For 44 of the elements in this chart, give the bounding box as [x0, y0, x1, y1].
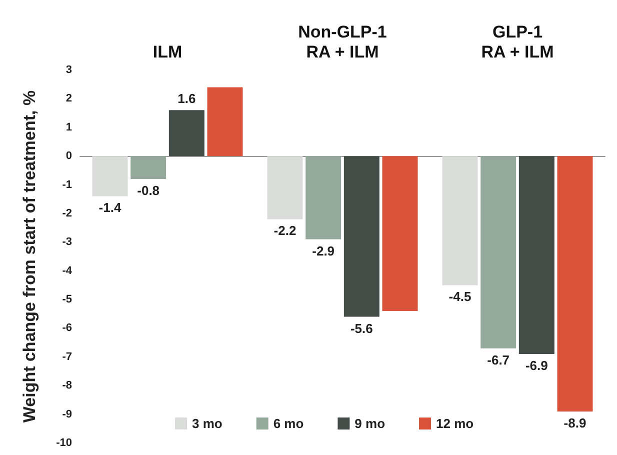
bar — [518, 156, 554, 354]
y-tick-label: -4 — [62, 264, 73, 277]
bar — [382, 156, 418, 312]
bar — [442, 156, 478, 286]
x-tick-label: Non-GLP-1 RA + ILM — [298, 22, 387, 62]
data-label: -2.9 — [312, 243, 335, 258]
y-tick-label: -7 — [62, 350, 72, 363]
y-tick-label: -2 — [62, 207, 72, 220]
bar — [306, 156, 342, 240]
legend-label: 6 mo — [273, 416, 304, 431]
data-label: -5.6 — [350, 320, 373, 336]
bar — [480, 156, 516, 348]
legend-label: 3 mo — [192, 416, 222, 431]
bar — [130, 156, 166, 180]
data-label: -2.2 — [274, 223, 296, 238]
y-tick-label: -9 — [62, 408, 72, 420]
data-label: -0.8 — [137, 183, 160, 198]
bar — [267, 156, 303, 220]
bar — [168, 110, 204, 156]
data-label: 1.6 — [178, 91, 196, 106]
legend-label: 12 mo — [436, 416, 474, 431]
data-label: -4.5 — [448, 289, 472, 304]
bar — [207, 87, 243, 156]
y-tick-label: 2 — [66, 92, 72, 105]
legend-label: 9 mo — [354, 416, 386, 431]
y-axis-title: Weight change from start of treatment, % — [20, 90, 39, 423]
data-label: -6.9 — [525, 358, 548, 374]
x-tick-label: GLP-1 RA + ILM — [481, 22, 554, 62]
y-tick-label: -1 — [62, 178, 72, 191]
bar — [344, 156, 380, 317]
data-label: -6.7 — [487, 352, 510, 368]
data-label: -8.9 — [564, 415, 586, 430]
y-tick-label: -8 — [62, 380, 72, 392]
bar — [557, 156, 593, 412]
x-tick-label: ILM — [152, 42, 182, 62]
y-tick-label: -3 — [62, 236, 72, 248]
y-tick-label: -10 — [56, 437, 72, 449]
y-tick-label: -6 — [62, 322, 72, 334]
y-tick-label: 0 — [66, 150, 72, 162]
data-label: -1.4 — [98, 200, 122, 216]
y-tick-label: 1 — [66, 121, 72, 134]
y-tick-label: 3 — [66, 64, 72, 76]
y-tick-label: -5 — [62, 294, 72, 306]
bar — [92, 156, 128, 196]
